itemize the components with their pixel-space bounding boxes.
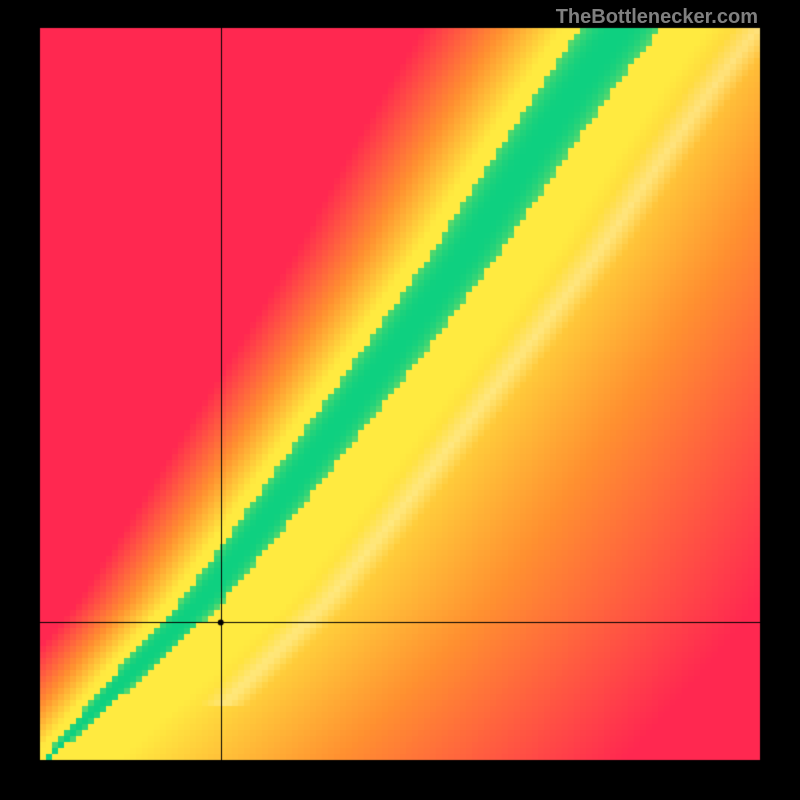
chart-container: TheBottlenecker.com bbox=[0, 0, 800, 800]
bottleneck-heatmap bbox=[0, 0, 800, 800]
watermark-text: TheBottlenecker.com bbox=[556, 6, 758, 29]
